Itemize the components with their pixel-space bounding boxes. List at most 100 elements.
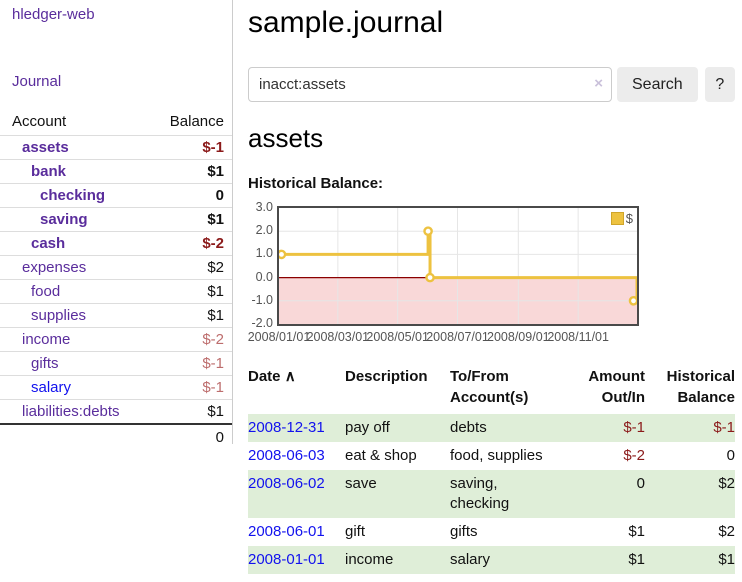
x-axis-tick-label: 2008/09/01 <box>487 330 550 344</box>
register-row: 2008-06-03 eat & shop food, supplies $-2… <box>248 442 735 470</box>
account-balance: $1 <box>207 211 224 228</box>
transaction-date-link[interactable]: 2008-12-31 <box>248 419 325 436</box>
account-link-liabilities-debts[interactable]: liabilities:debts <box>22 403 120 420</box>
y-axis-tick-label: -2.0 <box>251 316 273 330</box>
account-balance: $1 <box>207 403 224 420</box>
main-content: sample.journal × Search ? assets Histori… <box>248 0 735 574</box>
chart-plot-area[interactable]: $ <box>277 206 639 326</box>
x-axis-tick-label: 2008/11/01 <box>547 330 609 344</box>
chart-title: Historical Balance: <box>248 175 384 192</box>
transaction-amount: $-1 <box>623 419 645 436</box>
account-balance: $1 <box>207 163 224 180</box>
search-button[interactable]: Search <box>617 67 698 102</box>
transaction-balance: $2 <box>718 523 735 540</box>
balance-column-header: Balance <box>169 113 224 130</box>
account-balance: $-2 <box>202 235 224 252</box>
register-header-row: Date ∧ Description To/From Account(s) Am… <box>248 364 735 414</box>
transaction-balance: $1 <box>718 551 735 568</box>
account-link-expenses[interactable]: expenses <box>22 259 87 276</box>
chart-canvas <box>279 208 637 324</box>
account-balance: $-1 <box>202 379 224 396</box>
accounts-total-row: 0 <box>0 423 232 449</box>
transaction-description: save <box>345 475 377 492</box>
account-balance: $2 <box>207 259 224 276</box>
account-row-supplies: supplies $1 <box>0 303 232 327</box>
transaction-date-link[interactable]: 2008-06-03 <box>248 447 325 464</box>
sidebar: hledger-web Journal Account Balance asse… <box>0 0 233 446</box>
account-row-gifts: gifts $-1 <box>0 351 232 375</box>
transaction-accounts: saving, checking <box>450 475 510 512</box>
account-link-assets[interactable]: assets <box>22 139 69 156</box>
y-axis-tick-label: 0.0 <box>255 269 273 284</box>
sidebar-item-journal[interactable]: Journal <box>12 73 62 90</box>
account-link-supplies[interactable]: supplies <box>31 307 87 324</box>
x-axis-tick-label: 2008/05/01 <box>366 330 429 344</box>
journal-title: sample.journal <box>248 6 444 39</box>
transaction-date-link[interactable]: 2008-06-01 <box>248 523 325 540</box>
transaction-amount: $-2 <box>623 447 645 464</box>
account-link-gifts[interactable]: gifts <box>31 355 59 372</box>
account-balance-table: Account Balance assets $-1 bank $1 check… <box>0 110 232 449</box>
transaction-balance: $-1 <box>713 419 735 436</box>
transaction-description: gift <box>345 523 366 540</box>
account-row-income: income $-2 <box>0 327 232 351</box>
x-axis-tick-label: 2008/03/01 <box>306 330 370 344</box>
account-balance: $1 <box>207 307 224 324</box>
account-balance: $1 <box>207 283 224 300</box>
column-header-accounts: To/From Account(s) <box>450 368 529 406</box>
register-row: 2008-06-01 gift gifts $1 $2 <box>248 518 735 546</box>
transaction-accounts: salary <box>450 551 491 568</box>
account-row-salary: salary $-1 <box>0 375 232 399</box>
column-header-amount: Amount Out/In <box>588 368 645 406</box>
account-link-salary[interactable]: salary <box>31 379 72 396</box>
search-input-wrap: × <box>248 67 612 102</box>
transaction-date-link[interactable]: 2008-06-02 <box>248 475 325 492</box>
register-row: 2008-12-31 pay off debts $-1 $-1 <box>248 414 735 442</box>
legend-swatch-icon <box>610 212 624 225</box>
account-link-bank[interactable]: bank <box>31 163 67 180</box>
account-row-saving: saving $1 <box>0 207 232 231</box>
transaction-accounts: gifts <box>450 523 478 540</box>
transaction-description: eat & shop <box>345 447 417 464</box>
clear-search-icon[interactable]: × <box>594 75 603 92</box>
account-link-checking[interactable]: checking <box>40 187 106 204</box>
register-table: Date ∧ Description To/From Account(s) Am… <box>248 364 735 574</box>
transaction-balance: $2 <box>718 475 735 492</box>
app-title-link[interactable]: hledger-web <box>12 6 95 23</box>
search-input[interactable] <box>248 67 612 102</box>
historical-balance-chart: 3.0 2.0 1.0 0.0 -1.0 -2.0 $ 2008/01/01 2008/03… <box>248 199 648 347</box>
transaction-date-link[interactable]: 2008-01-01 <box>248 551 325 568</box>
account-row-assets: assets $-1 <box>0 135 232 159</box>
register-row: 2008-06-02 save saving, checking 0 $2 <box>248 470 735 518</box>
y-axis-tick-label: -1.0 <box>251 292 273 307</box>
account-balance: $-1 <box>202 139 224 156</box>
account-column-header: Account <box>12 113 67 130</box>
transaction-balance: 0 <box>726 447 735 464</box>
transaction-amount: 0 <box>636 475 645 492</box>
transaction-accounts: debts <box>450 419 487 436</box>
account-link-saving[interactable]: saving <box>40 211 88 228</box>
chart-legend: $ <box>610 211 633 226</box>
y-axis-tick-label: 2.0 <box>255 223 273 238</box>
transaction-description: income <box>345 551 394 568</box>
account-heading: assets <box>248 123 324 153</box>
column-header-date[interactable]: Date ∧ <box>248 364 345 414</box>
legend-label: $ <box>625 211 633 226</box>
account-row-cash: cash $-2 <box>0 231 232 255</box>
sort-ascending-icon: ∧ <box>284 368 296 385</box>
help-button[interactable]: ? <box>704 67 735 102</box>
account-balance: $-1 <box>202 355 224 372</box>
date-header-label: Date <box>248 368 281 385</box>
x-axis-tick-label: 2008/07/01 <box>426 330 489 344</box>
y-axis-tick-label: 3.0 <box>255 200 273 214</box>
account-link-income[interactable]: income <box>22 331 71 348</box>
transaction-amount: $1 <box>628 523 645 540</box>
account-link-cash[interactable]: cash <box>31 235 66 252</box>
account-link-food[interactable]: food <box>31 283 61 300</box>
y-axis-tick-label: 1.0 <box>255 246 273 261</box>
column-header-balance: Historical Balance <box>666 368 735 406</box>
account-row-liabilities-debts: liabilities:debts $1 <box>0 399 232 423</box>
transaction-amount: $1 <box>628 551 645 568</box>
account-row-expenses: expenses $2 <box>0 255 232 279</box>
account-balance: $-2 <box>202 331 224 348</box>
